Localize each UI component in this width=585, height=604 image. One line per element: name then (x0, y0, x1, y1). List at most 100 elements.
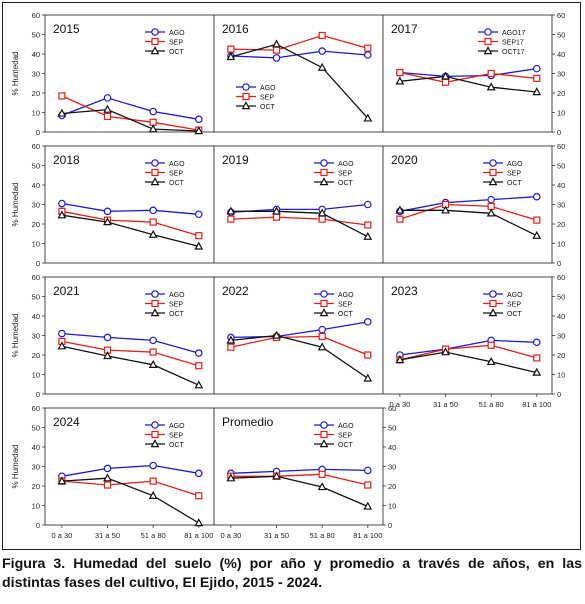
legend-marker (320, 168, 328, 177)
y-tick-label: 40 (557, 181, 565, 190)
legend-entry: AGO (236, 83, 276, 92)
legend-marker (484, 28, 492, 36)
y-tick-label: 30 (388, 463, 396, 472)
data-point (194, 115, 203, 124)
data-point (317, 482, 327, 491)
series-line (230, 473, 368, 486)
x-tick-label: 51 a 80 (310, 531, 335, 540)
data-point (395, 355, 405, 364)
series-line (399, 75, 537, 93)
y-tick-label: 0 (557, 259, 561, 268)
legend-entry: OCT (483, 308, 523, 318)
series-line (230, 475, 369, 508)
data-point (532, 87, 542, 96)
series-line (61, 202, 199, 215)
data-point (396, 68, 404, 77)
data-point (532, 338, 541, 347)
data-point (103, 104, 112, 113)
data-point (194, 241, 204, 250)
legend-entry: SEP (145, 37, 183, 46)
data-point (318, 215, 326, 223)
legend-marker (320, 290, 328, 298)
legend-marker (151, 299, 159, 308)
y-tick-label: 60 (557, 273, 565, 282)
data-point (272, 471, 281, 480)
y-tick-label: 50 (32, 31, 40, 40)
legend-marker (484, 37, 492, 46)
series-line (399, 344, 537, 361)
legend-marker (488, 177, 498, 186)
data-point (532, 64, 541, 73)
panel-title: 2016 (222, 22, 249, 36)
y-tick-label: 30 (557, 332, 565, 341)
legend-entry: OCT (314, 308, 354, 318)
y-axis-label: % Humedad (11, 444, 20, 488)
legend-marker (319, 308, 329, 317)
series-line (61, 210, 199, 237)
data-point (194, 518, 204, 527)
panel-frame (44, 276, 215, 395)
y-tick-label: 50 (557, 162, 565, 171)
y-tick-label: 40 (32, 443, 40, 452)
legend-label: OCT (338, 180, 354, 187)
data-point (533, 216, 541, 224)
x-tick-label: 0 a 30 (220, 531, 241, 540)
legend-entry: SEP17 (478, 37, 524, 46)
data-point (226, 335, 236, 344)
panel-frame (213, 14, 384, 133)
y-tick-label: 30 (32, 463, 40, 472)
legend-marker (489, 168, 497, 177)
y-axis-label: % Humedad (11, 51, 20, 95)
y-tick-label: 20 (557, 351, 565, 360)
series-line (61, 214, 199, 248)
y-tick-label: 50 (32, 162, 40, 171)
y-tick-label: 20 (32, 351, 40, 360)
data-point (487, 341, 495, 349)
series-line (230, 50, 368, 59)
data-point (149, 107, 157, 116)
series-line (399, 209, 538, 237)
legend-marker (150, 308, 160, 317)
series-line (61, 345, 200, 386)
y-tick-label: 10 (388, 502, 396, 511)
legend-entry: OCT (483, 177, 523, 187)
data-point (148, 124, 158, 133)
y-tick-label: 20 (557, 220, 565, 229)
panel-title: 2018 (53, 153, 80, 167)
data-point (57, 108, 67, 117)
chart-grid: 0 10 20 30 40 50 60 % Humedad 2015 AGO SEP OCT 2016 A… (11, 11, 565, 540)
series-line (399, 196, 537, 212)
y-tick-label: 10 (557, 240, 565, 249)
legend-entry: AGO (145, 159, 185, 168)
legend-marker (320, 159, 328, 167)
x-tick-label: 81 a 100 (184, 531, 213, 540)
data-point (194, 380, 204, 389)
data-point (532, 192, 541, 201)
panel-title: 2022 (222, 284, 249, 298)
data-point (272, 213, 281, 221)
legend-entry: AGO (314, 159, 354, 168)
data-point (57, 210, 67, 219)
data-point (103, 217, 112, 226)
y-tick-label: 50 (557, 31, 565, 40)
legend-label: SEP (338, 432, 352, 439)
data-point (58, 329, 66, 338)
series-oct (57, 473, 204, 527)
y-tick-label: 0 (36, 128, 40, 137)
legend-label: OCT (338, 442, 354, 449)
data-point (317, 62, 327, 71)
y-tick-label: 50 (32, 293, 40, 302)
legend-marker (488, 308, 498, 317)
data-point (318, 47, 326, 55)
data-point (441, 78, 450, 86)
chart-panel-promedio: 0 10 20 30 40 50 60 0 a 30 31 a 50 51 a 80 81 a 10… (213, 404, 396, 540)
data-point (395, 76, 405, 85)
legend-entry: OCT17 (478, 46, 525, 56)
panel-title: 2020 (391, 153, 418, 167)
series-sep (227, 213, 372, 229)
y-tick-label: 0 (36, 521, 40, 530)
legend-label: OCT (507, 180, 523, 187)
series-line (61, 464, 199, 477)
series-line (230, 468, 368, 474)
y-tick-label: 60 (388, 404, 396, 413)
